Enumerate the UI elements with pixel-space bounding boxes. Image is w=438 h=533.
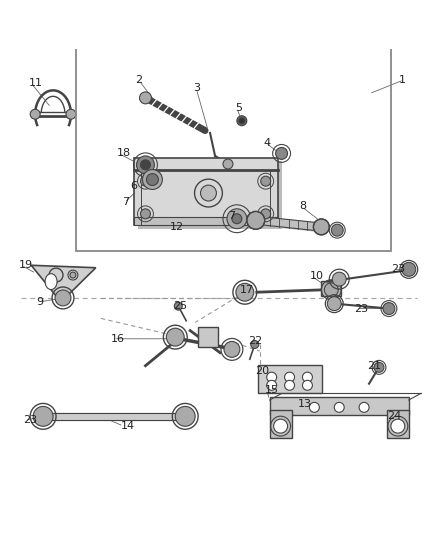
Text: 9: 9	[36, 297, 43, 307]
Bar	[270, 410, 292, 438]
Circle shape	[66, 109, 76, 119]
Text: 19: 19	[19, 260, 33, 270]
Text: 4: 4	[264, 138, 271, 148]
Ellipse shape	[45, 273, 57, 289]
Text: 3: 3	[193, 83, 200, 93]
Circle shape	[285, 372, 294, 382]
Circle shape	[247, 212, 265, 229]
Circle shape	[267, 381, 277, 390]
Text: 24: 24	[387, 411, 401, 422]
Circle shape	[137, 156, 155, 174]
Circle shape	[175, 406, 195, 426]
Text: 16: 16	[111, 334, 125, 344]
Text: 22: 22	[248, 336, 262, 346]
Circle shape	[236, 283, 254, 301]
Circle shape	[331, 224, 343, 236]
Circle shape	[251, 341, 259, 349]
Circle shape	[327, 297, 341, 311]
Circle shape	[383, 303, 395, 314]
Circle shape	[314, 219, 329, 235]
Circle shape	[324, 283, 338, 297]
Circle shape	[140, 92, 152, 104]
Text: 7: 7	[228, 211, 235, 221]
Circle shape	[391, 419, 405, 433]
Circle shape	[261, 176, 271, 186]
Text: 1: 1	[399, 75, 406, 85]
Bar	[258, 365, 322, 393]
Circle shape	[55, 290, 71, 306]
Circle shape	[276, 148, 288, 159]
Text: 5: 5	[235, 103, 242, 114]
Circle shape	[141, 160, 150, 170]
Text: 20: 20	[255, 366, 269, 376]
Circle shape	[267, 372, 277, 382]
Text: 23: 23	[354, 304, 368, 313]
Text: 18: 18	[117, 148, 131, 158]
Circle shape	[239, 118, 245, 124]
Text: 25: 25	[173, 301, 187, 311]
Circle shape	[141, 209, 150, 219]
Circle shape	[141, 176, 150, 186]
Circle shape	[303, 381, 312, 390]
Circle shape	[70, 272, 76, 278]
Bar	[138, 161, 282, 229]
Circle shape	[227, 209, 247, 229]
Bar	[387, 410, 409, 438]
Circle shape	[374, 362, 384, 373]
Circle shape	[174, 302, 182, 310]
Polygon shape	[31, 265, 96, 302]
Circle shape	[142, 169, 162, 189]
Text: 6: 6	[131, 181, 138, 191]
Circle shape	[309, 402, 319, 413]
Circle shape	[261, 209, 271, 219]
Circle shape	[223, 159, 233, 169]
Text: 14: 14	[120, 421, 135, 431]
Bar	[270, 397, 409, 415]
Bar	[76, 23, 391, 252]
Text: 10: 10	[309, 271, 323, 281]
Circle shape	[146, 174, 159, 185]
Circle shape	[201, 185, 216, 201]
Bar	[134, 158, 278, 225]
Circle shape	[33, 406, 53, 426]
Circle shape	[30, 109, 40, 119]
Circle shape	[224, 342, 240, 357]
Circle shape	[237, 116, 247, 126]
Text: 17: 17	[240, 285, 254, 295]
Circle shape	[285, 381, 294, 390]
Text: 2: 2	[135, 75, 143, 85]
Text: 23: 23	[391, 264, 405, 274]
Text: 23: 23	[23, 415, 37, 425]
Bar	[134, 217, 278, 225]
Circle shape	[332, 272, 346, 286]
Bar	[321, 281, 341, 296]
Circle shape	[274, 419, 288, 433]
Circle shape	[166, 328, 184, 346]
Text: 15: 15	[265, 385, 279, 395]
Text: 7: 7	[122, 197, 129, 207]
Text: 12: 12	[170, 222, 184, 232]
Circle shape	[359, 402, 369, 413]
Circle shape	[334, 402, 344, 413]
Circle shape	[402, 262, 416, 276]
Text: 11: 11	[29, 78, 43, 88]
Bar	[198, 327, 218, 347]
Text: 21: 21	[367, 361, 381, 371]
Circle shape	[303, 372, 312, 382]
Text: 8: 8	[300, 201, 307, 212]
Text: 13: 13	[297, 399, 311, 409]
Circle shape	[232, 214, 242, 224]
